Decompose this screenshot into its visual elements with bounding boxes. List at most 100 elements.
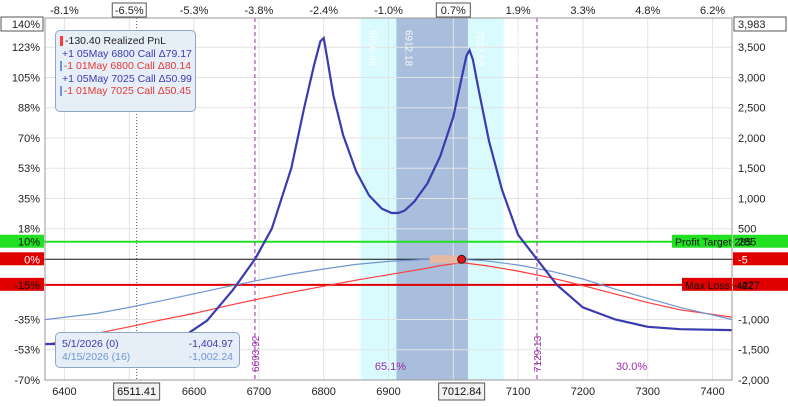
- right-level-box: [733, 252, 788, 266]
- right-level-box: [733, 234, 788, 248]
- legend-position-delta: 50.45: [164, 85, 191, 97]
- right-tick-label: -2,000: [738, 375, 769, 387]
- right-top-box: [733, 16, 787, 32]
- inner-std-band: [396, 18, 468, 380]
- legend-position-delta: 79.17: [165, 47, 192, 60]
- legend-position[interactable]: +1 05May 7025 Call Δ 50.99: [60, 72, 192, 86]
- legend-position-label: +1 05May 6800 Call Δ: [62, 47, 166, 60]
- left-pct-label: -35%: [14, 314, 40, 326]
- left-level-box: [0, 252, 44, 266]
- pnl-series: [45, 35, 732, 346]
- top-pct-label: 3.3%: [570, 5, 595, 17]
- top-pct-label: -6.5%: [115, 5, 144, 17]
- right-tick-label: -5: [738, 254, 748, 266]
- profit-target-label: Profit Target 285: [675, 237, 752, 249]
- x-tick-label: 6900: [376, 386, 400, 398]
- left-top-box: [0, 16, 44, 32]
- date-legend-label: 4/15/2026 (16): [62, 351, 131, 363]
- top-pct-box: [435, 2, 471, 18]
- date-legend-value: -1,002.24: [188, 351, 233, 363]
- top-pct-label: -1.0%: [374, 5, 403, 17]
- max-loss-tag: [682, 277, 732, 291]
- legend-position-label: -1 01May 6800 Call Δ: [63, 60, 165, 72]
- legend-position[interactable]: +1 05May 6800 Call Δ 79.17: [60, 47, 192, 61]
- x-tick-label: 7300: [636, 386, 660, 398]
- left-pct-label: -15%: [14, 280, 40, 292]
- x-current-price-box: [438, 382, 486, 401]
- right-tick-label: 2,500: [738, 103, 766, 115]
- right-tick-label: 500: [738, 224, 756, 236]
- right-tick-label: -1,000: [738, 314, 769, 326]
- chart-overlay-labels: Profit Target 285 Max Loss -427 65.1% 30.0%: [375, 234, 754, 373]
- probability-label: 65.1%: [375, 361, 406, 373]
- right-tick-label: 1,000: [738, 193, 766, 205]
- right-tick-label: 3,983: [738, 19, 766, 31]
- right-tick-label: 1,500: [738, 163, 766, 175]
- top-pct-label: -5.3%: [180, 5, 209, 17]
- positions-legend: -130.40 Realized PnL +1 05May 6800 Call …: [55, 30, 196, 112]
- date-legend-value: -1,404.97: [188, 338, 233, 350]
- date-legend: 5/1/2026 (0) -1,404.97 4/15/2026 (16) -1…: [55, 332, 240, 368]
- left-pct-label: 35%: [18, 193, 40, 205]
- legend-position-delta: 50.99: [165, 72, 192, 85]
- legend-swatch: [60, 86, 62, 96]
- left-level-box: [0, 234, 44, 248]
- legend-realized-pnl: -130.40 Realized PnL: [60, 35, 191, 48]
- x-tick-label: 6800: [311, 386, 335, 398]
- x-cursor-box-label: 6511.41: [117, 386, 156, 398]
- left-pct-label: 88%: [18, 103, 40, 115]
- std-dev-bands: [360, 18, 504, 380]
- std-dev-label: 7022.58: [474, 30, 485, 67]
- top-pct-label: 1.9%: [506, 5, 531, 17]
- left-pct-label: 140%: [12, 19, 40, 31]
- legend-position-label: +1 05May 7025 Call Δ: [62, 72, 166, 85]
- date-legend-label: 5/1/2026 (0): [62, 338, 119, 350]
- date-legend-row[interactable]: 4/15/2026 (16) -1,002.24: [62, 351, 233, 364]
- right-tick-label: -1,500: [738, 345, 769, 357]
- plot-border: [44, 17, 733, 381]
- breakeven-lines: 6693.92 7129.13 6856.98 6912.18 7022.58 7077.…: [251, 18, 544, 380]
- right-tick-label: 3,000: [738, 72, 766, 84]
- right-tick-label: 285: [738, 237, 756, 249]
- current-price-dot: [457, 254, 467, 264]
- legend-position[interactable]: -1 01May 6800 Call Δ 80.14: [60, 60, 191, 73]
- x-cursor-box: [113, 382, 161, 401]
- legend-position[interactable]: -1 01May 7025 Call Δ 50.45: [60, 85, 191, 98]
- top-pct-label: 4.8%: [635, 5, 660, 17]
- right-tick-label: 2,000: [738, 133, 766, 145]
- max-loss-label: Max Loss -427: [685, 280, 754, 292]
- left-pct-label: -70%: [14, 375, 40, 387]
- std-dev-label: 7077.79: [510, 30, 521, 67]
- probability-label: 30.0%: [616, 361, 647, 373]
- x-tick-label: 7200: [571, 386, 595, 398]
- top-pct-label: -2.4%: [309, 5, 338, 17]
- legend-position-label: -1 01May 7025 Call Δ: [63, 85, 165, 97]
- legend-realized-label: -130.40 Realized PnL: [65, 35, 166, 47]
- top-pct-label: -3.8%: [245, 5, 274, 17]
- x-tick-label: 6700: [247, 386, 271, 398]
- top-pct-label: -8.1%: [50, 5, 79, 17]
- reference-lines: [0, 240, 788, 286]
- right-level-box: [733, 277, 788, 291]
- left-level-box: [0, 277, 44, 291]
- x-tick-label: 6600: [182, 386, 206, 398]
- legend-swatch: [60, 36, 63, 46]
- breakeven-label: 6693.92: [251, 335, 262, 372]
- left-pct-label: 53%: [18, 163, 40, 175]
- left-pct-label: 10%: [18, 237, 40, 249]
- top-pct-label: 6.2%: [700, 5, 725, 17]
- x-tick-label: 7100: [506, 386, 530, 398]
- current-range-marker: [429, 255, 458, 264]
- x-tick-label: 6400: [52, 386, 76, 398]
- left-pct-label: 70%: [18, 133, 40, 145]
- top-pct-label: 0.7%: [441, 5, 466, 17]
- right-tick-label: 3,500: [738, 42, 766, 54]
- top-pct-box: [111, 2, 147, 18]
- left-pct-label: 0%: [24, 254, 40, 266]
- right-tick-label: -427: [738, 280, 760, 292]
- legend-position-delta: 80.14: [164, 60, 191, 72]
- date-legend-row[interactable]: 5/1/2026 (0) -1,404.97: [62, 338, 233, 351]
- profit-target-tag: [672, 234, 732, 248]
- series-line: [45, 35, 732, 346]
- std-dev-label: 6856.98: [367, 30, 378, 67]
